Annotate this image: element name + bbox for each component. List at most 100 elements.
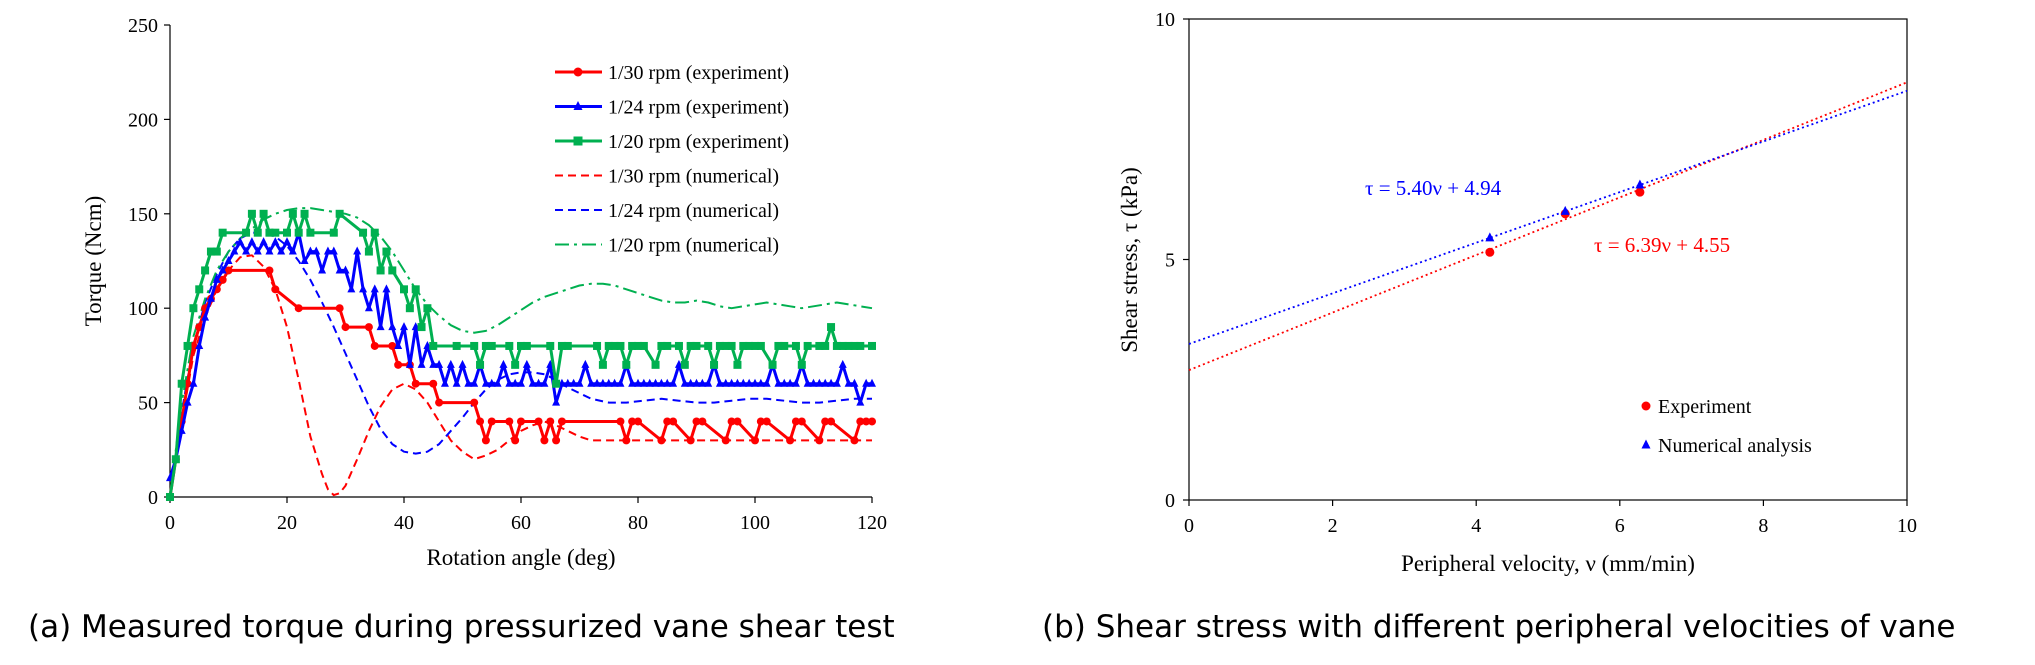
torque-data-point <box>271 228 280 237</box>
torque-data-point <box>481 436 490 445</box>
torque-data-point <box>827 417 836 426</box>
torque-data-point <box>856 341 865 350</box>
shear-data-point <box>1635 179 1645 189</box>
torque-data-point <box>563 341 572 350</box>
torque-data-point <box>727 378 736 387</box>
torque-y-axis-label: Torque (Ncm) <box>81 196 106 327</box>
torque-data-point <box>791 378 800 387</box>
torque-data-point <box>253 246 262 255</box>
torque-data-point <box>212 274 221 283</box>
torque-data-point <box>733 417 742 426</box>
torque-data-point <box>622 436 631 445</box>
torque-legend-entry: 1/24 rpm (numerical) <box>608 200 779 222</box>
torque-data-point <box>476 360 485 369</box>
shear-y-tick-label: 10 <box>1155 9 1175 31</box>
torque-data-point <box>639 341 648 350</box>
torque-data-point <box>815 378 824 387</box>
torque-data-point <box>517 417 525 426</box>
torque-data-point <box>487 341 496 350</box>
shear-data-point <box>1485 247 1495 257</box>
torque-data-point <box>604 378 613 387</box>
torque-data-point <box>762 378 771 387</box>
torque-data-point <box>628 341 637 350</box>
shear-caption: (b) Shear stress with different peripher… <box>1042 609 1955 645</box>
torque-y-tick-label: 50 <box>138 393 158 415</box>
torque-data-point <box>868 341 876 350</box>
torque-x-tick-label: 80 <box>628 512 648 534</box>
torque-data-point <box>388 322 397 331</box>
torque-data-point <box>212 247 221 256</box>
torque-data-point <box>786 436 795 445</box>
torque-data-point <box>821 378 830 387</box>
torque-data-point <box>446 359 455 368</box>
torque-data-point <box>832 378 841 387</box>
torque-data-point <box>335 209 344 218</box>
torque-data-point <box>522 341 531 350</box>
torque-data-point <box>715 341 724 350</box>
torque-data-point <box>856 417 865 426</box>
torque-data-point <box>639 378 648 387</box>
torque-data-point <box>405 359 414 368</box>
torque-data-point <box>768 360 777 369</box>
torque-data-point <box>294 228 303 237</box>
torque-data-point <box>827 323 836 332</box>
torque-data-point <box>616 417 625 426</box>
shear-legend-entry: Experiment <box>1658 396 1752 418</box>
torque-data-point <box>610 378 619 387</box>
torque-data-point <box>663 417 672 426</box>
torque-data-point <box>218 228 227 237</box>
torque-x-axis-label: Rotation angle (deg) <box>426 545 615 570</box>
torque-data-point <box>218 275 227 284</box>
torque-data-point <box>622 360 631 369</box>
torque-data-point <box>201 312 210 321</box>
torque-data-point <box>347 284 356 293</box>
shear-x-tick-label: 4 <box>1471 515 1481 537</box>
torque-data-point <box>786 378 795 387</box>
torque-data-point <box>177 425 186 434</box>
torque-data-point <box>452 378 461 387</box>
torque-data-point <box>838 359 847 368</box>
torque-data-point <box>780 378 789 387</box>
torque-data-point <box>405 304 414 313</box>
torque-data-point <box>715 378 724 387</box>
experiment-equation-label: τ = 6.39ν + 4.55 <box>1594 233 1730 257</box>
torque-data-point <box>856 397 865 406</box>
torque-x-tick-label: 0 <box>165 512 175 534</box>
torque-data-point <box>353 246 362 255</box>
torque-data-point <box>481 378 490 387</box>
torque-data-point <box>499 359 508 368</box>
torque-data-point <box>411 379 420 388</box>
torque-data-point <box>581 359 590 368</box>
torque-data-point <box>341 323 350 332</box>
torque-data-point <box>575 378 584 387</box>
shear-trendlines <box>1188 81 1908 371</box>
torque-data-point <box>364 323 373 332</box>
torque-data-point <box>821 417 830 426</box>
torque-data-point <box>259 237 268 246</box>
torque-data-point <box>651 360 660 369</box>
torque-data-point <box>517 378 525 387</box>
torque-data-point <box>370 228 379 237</box>
torque-data-point <box>277 246 286 255</box>
torque-y-tick-label: 100 <box>128 298 158 320</box>
torque-x-tick-label: 120 <box>857 512 887 534</box>
torque-data-point <box>522 359 531 368</box>
torque-data-point <box>721 378 730 387</box>
torque-data-point <box>242 228 251 237</box>
torque-data-point <box>253 228 262 237</box>
shear-trendline-1 <box>1188 81 1908 371</box>
torque-chart: 0 50 100 150 200 250 0 20 40 60 80 100 120 Rotation … <box>28 15 895 645</box>
torque-data-point <box>306 228 315 237</box>
torque-data-point <box>791 417 800 426</box>
shear-stress-chart: 0 5 10 0 2 4 6 8 10 τ = 5.40ν + 4.94 τ = 6.39ν +… <box>1042 9 1955 645</box>
torque-data-point <box>464 378 473 387</box>
torque-data-point <box>756 341 765 350</box>
torque-x-tick-label: 20 <box>277 512 297 534</box>
torque-data-point <box>797 360 806 369</box>
torque-data-point <box>634 341 642 350</box>
torque-series-line-6 <box>169 207 873 498</box>
torque-data-point <box>552 397 561 406</box>
torque-data-point <box>634 417 642 426</box>
torque-legend-marker <box>573 136 583 146</box>
torque-data-point <box>224 266 233 275</box>
